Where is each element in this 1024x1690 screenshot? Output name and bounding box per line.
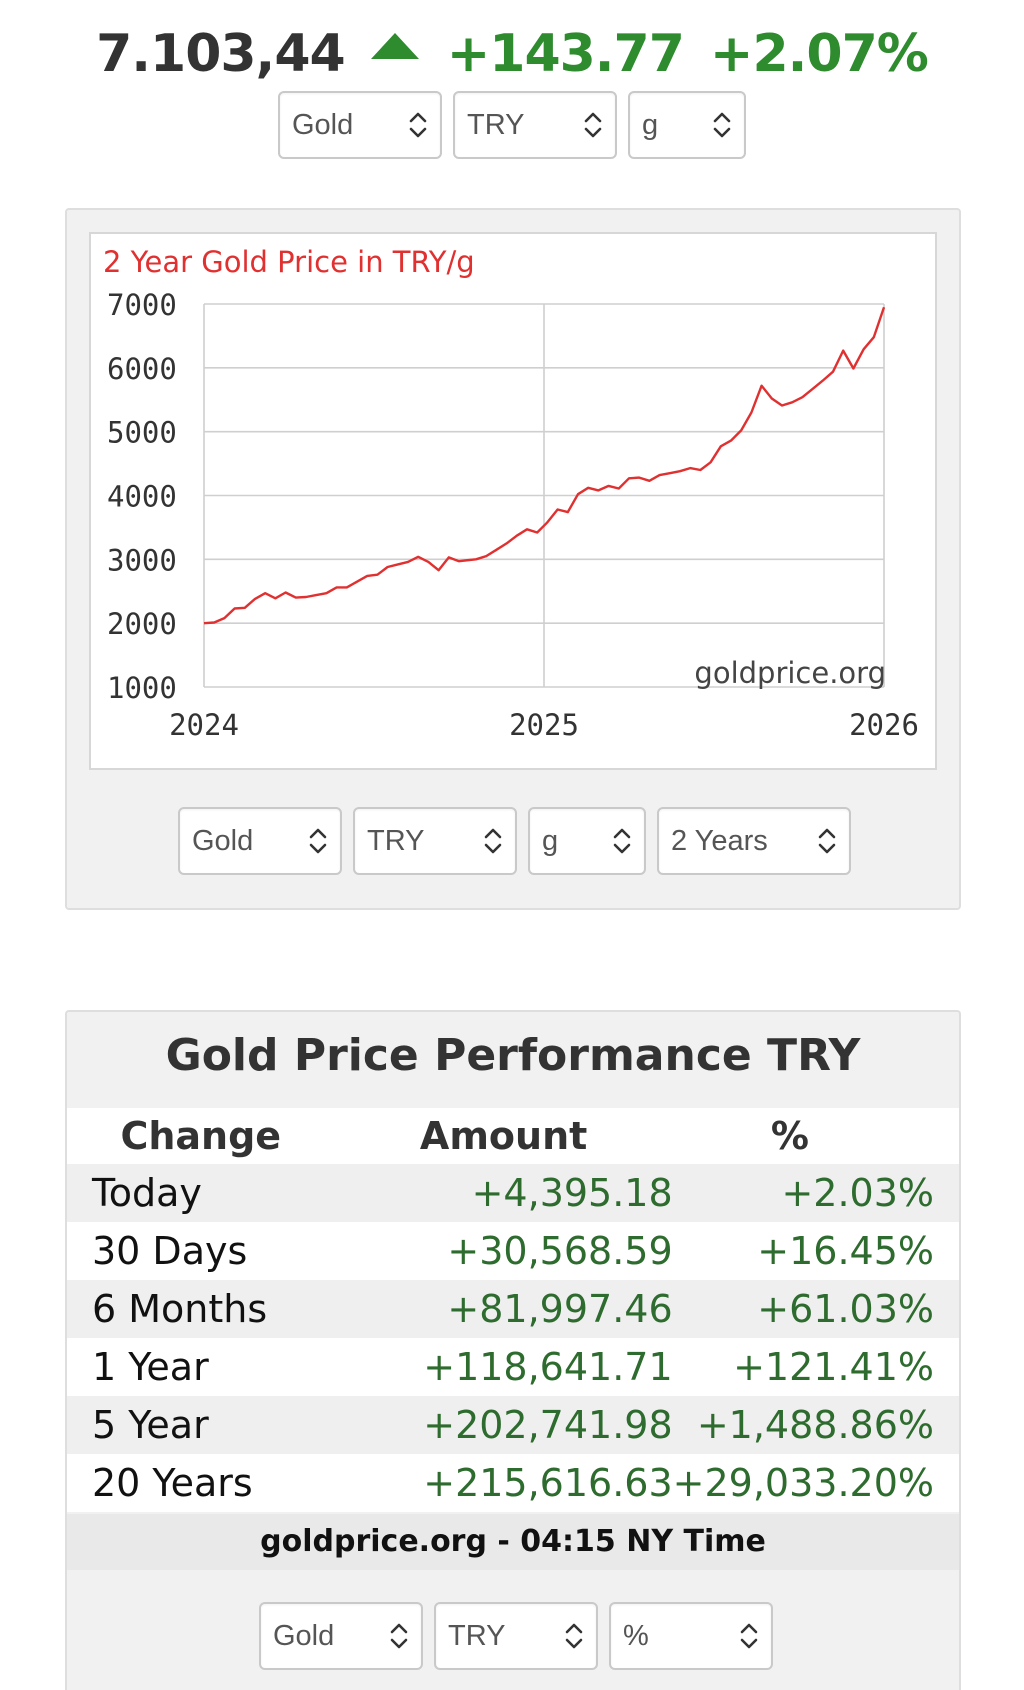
x-tick-label: 2026 bbox=[849, 708, 919, 742]
x-axis-ticks: 2024 2025 2026 bbox=[169, 708, 919, 742]
up-down-chevron-icon bbox=[390, 1623, 408, 1649]
up-down-chevron-icon bbox=[409, 112, 427, 138]
chart-title: 2 Year Gold Price in TRY/g bbox=[103, 245, 475, 279]
unit-select[interactable]: g bbox=[628, 91, 746, 159]
y-tick-label: 3000 bbox=[107, 543, 177, 577]
perf-metal-select[interactable]: Gold bbox=[259, 1602, 423, 1670]
chart-grid bbox=[203, 303, 885, 688]
perf-currency-select-value: TRY bbox=[448, 1620, 506, 1652]
chart-unit-select[interactable]: g bbox=[528, 807, 646, 875]
perf-currency-select[interactable]: TRY bbox=[434, 1602, 598, 1670]
up-down-chevron-icon bbox=[613, 828, 631, 854]
row-label: 20 Years bbox=[67, 1454, 335, 1512]
up-down-chevron-icon bbox=[740, 1623, 758, 1649]
series-line-gold-price bbox=[203, 306, 886, 625]
y-tick-label: 6000 bbox=[107, 352, 177, 386]
row-label: 1 Year bbox=[67, 1338, 335, 1396]
row-percent: +121.41% bbox=[672, 1338, 959, 1396]
row-amount: +118,641.71 bbox=[334, 1338, 673, 1396]
y-axis-ticks: 1000 2000 3000 4000 5000 6000 7000 bbox=[107, 288, 177, 705]
up-down-chevron-icon bbox=[309, 828, 327, 854]
x-tick-label: 2024 bbox=[169, 708, 239, 742]
price-header: 7.103,44 +143.77 +2.07% bbox=[0, 22, 1024, 86]
price-change: +143.77 bbox=[446, 24, 685, 84]
up-down-chevron-icon bbox=[713, 112, 731, 138]
current-price: 7.103,44 bbox=[96, 24, 346, 84]
x-tick-label: 2025 bbox=[509, 708, 579, 742]
row-percent: +29,033.20% bbox=[672, 1454, 959, 1512]
chart-frame bbox=[89, 232, 937, 770]
chart-unit-select-value: g bbox=[542, 825, 559, 857]
column-header-percent: % bbox=[672, 1108, 959, 1164]
up-down-chevron-icon bbox=[565, 1623, 583, 1649]
chart-metal-select[interactable]: Gold bbox=[178, 807, 342, 875]
up-down-chevron-icon bbox=[584, 112, 602, 138]
row-percent: +61.03% bbox=[672, 1280, 959, 1338]
y-tick-label: 4000 bbox=[107, 480, 177, 514]
up-down-chevron-icon bbox=[818, 828, 836, 854]
row-label: 5 Year bbox=[67, 1396, 335, 1454]
price-change-percent: +2.07% bbox=[709, 24, 929, 84]
column-header-change: Change bbox=[67, 1108, 335, 1164]
row-amount: +202,741.98 bbox=[334, 1396, 673, 1454]
up-down-chevron-icon bbox=[484, 828, 502, 854]
y-tick-label: 2000 bbox=[107, 607, 177, 641]
chart-timeframe-select[interactable]: 2 Years bbox=[657, 807, 851, 875]
table-row: 5 Year +202,741.98 +1,488.86% bbox=[67, 1396, 959, 1454]
perf-mode-select-value: % bbox=[623, 1620, 649, 1652]
column-header-amount: Amount bbox=[334, 1108, 673, 1164]
row-amount: +4,395.18 bbox=[334, 1164, 673, 1222]
y-tick-label: 5000 bbox=[107, 416, 177, 450]
metal-select-value: Gold bbox=[292, 109, 354, 141]
row-label: 30 Days bbox=[67, 1222, 335, 1280]
perf-metal-select-value: Gold bbox=[273, 1620, 335, 1652]
chart-timeframe-select-value: 2 Years bbox=[671, 825, 768, 857]
row-percent: +2.03% bbox=[672, 1164, 959, 1222]
table-row: Today +4,395.18 +2.03% bbox=[67, 1164, 959, 1222]
currency-select[interactable]: TRY bbox=[453, 91, 617, 159]
chart-currency-select[interactable]: TRY bbox=[353, 807, 517, 875]
table-row: 6 Months +81,997.46 +61.03% bbox=[67, 1280, 959, 1338]
row-percent: +16.45% bbox=[672, 1222, 959, 1280]
table-row: 30 Days +30,568.59 +16.45% bbox=[67, 1222, 959, 1280]
chart-metal-select-value: Gold bbox=[192, 825, 254, 857]
row-label: 6 Months bbox=[67, 1280, 335, 1338]
table-row: 20 Years +215,616.63 +29,033.20% bbox=[67, 1454, 959, 1512]
row-amount: +81,997.46 bbox=[334, 1280, 673, 1338]
row-amount: +30,568.59 bbox=[334, 1222, 673, 1280]
price-chart: 2 Year Gold Price in TRY/g 1000 2000 3000 4… bbox=[103, 245, 919, 742]
unit-select-value: g bbox=[642, 109, 659, 141]
table-row: 1 Year +118,641.71 +121.41% bbox=[67, 1338, 959, 1396]
chart-currency-select-value: TRY bbox=[367, 825, 425, 857]
row-label: Today bbox=[67, 1164, 335, 1222]
perf-mode-select[interactable]: % bbox=[609, 1602, 773, 1670]
y-tick-label: 7000 bbox=[107, 288, 177, 322]
row-amount: +215,616.63 bbox=[334, 1454, 673, 1512]
currency-select-value: TRY bbox=[467, 109, 525, 141]
chart-watermark: goldprice.org bbox=[694, 656, 886, 690]
table-header-row: Change Amount % bbox=[67, 1108, 959, 1164]
performance-title: Gold Price Performance TRY bbox=[165, 1030, 861, 1081]
performance-table: Change Amount % Today +4,395.18 +2.03% 3… bbox=[67, 1108, 959, 1512]
performance-footer: goldprice.org - 04:15 NY Time bbox=[67, 1514, 959, 1570]
up-triangle-icon bbox=[370, 33, 419, 59]
y-tick-label: 1000 bbox=[107, 671, 177, 705]
row-percent: +1,488.86% bbox=[672, 1396, 959, 1454]
metal-select[interactable]: Gold bbox=[278, 91, 442, 159]
